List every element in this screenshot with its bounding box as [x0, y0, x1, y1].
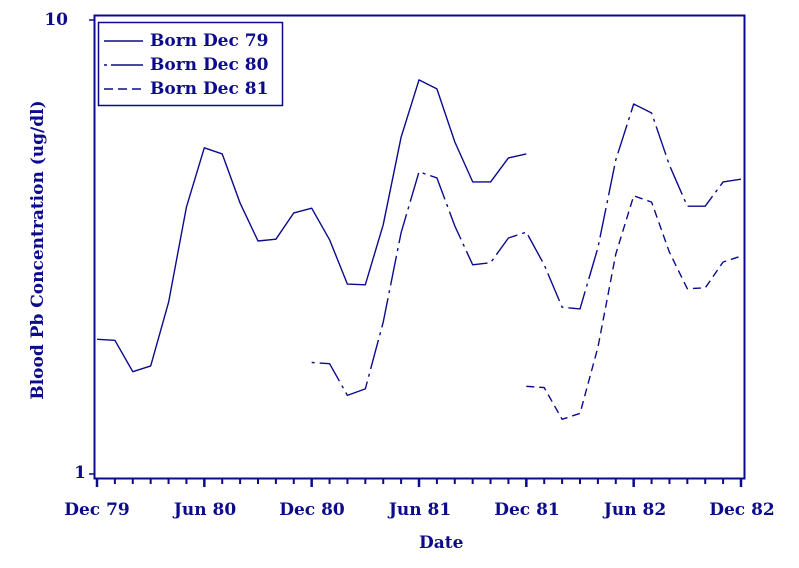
x-tick-label: Jun 81 [388, 500, 452, 520]
legend-label-series-1: Born Dec 79 [150, 31, 269, 51]
legend-box [97, 21, 284, 107]
plot-frame [93, 14, 746, 480]
legend-label-series-3: Born Dec 81 [150, 79, 269, 99]
x-tick-label: Dec 79 [64, 500, 130, 520]
x-tick-label: Dec 82 [709, 500, 775, 520]
y-axis-label: Blood Pb Concentration (ug/dl) [28, 100, 48, 400]
series-line-1 [96, 79, 527, 373]
x-tick-label: Dec 81 [494, 500, 560, 520]
series-line-2 [311, 103, 742, 397]
x-tick-label: Dec 80 [279, 500, 345, 520]
x-tick-label: Jun 82 [603, 500, 667, 520]
x-axis-label: Date [419, 533, 464, 553]
legend-label-series-2: Born Dec 80 [150, 55, 269, 75]
y-tick-label-1: 1 [74, 463, 86, 483]
x-tick-label: Jun 80 [173, 500, 237, 520]
y-tick-label-10: 10 [44, 10, 68, 30]
series-line-3 [526, 195, 742, 420]
